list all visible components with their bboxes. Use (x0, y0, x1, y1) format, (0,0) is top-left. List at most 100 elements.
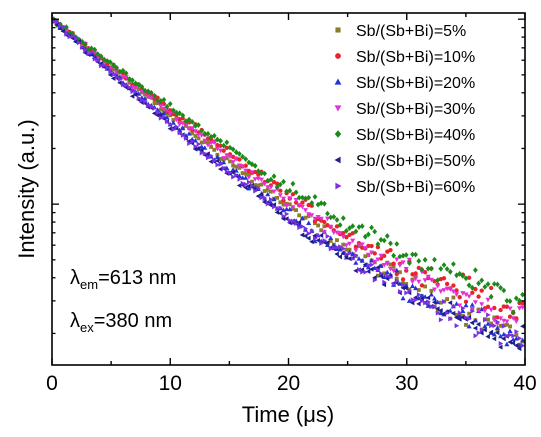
data-point (274, 209, 280, 215)
data-point (296, 219, 302, 225)
data-point (357, 267, 362, 272)
data-point (394, 271, 399, 277)
data-point (328, 238, 333, 243)
data-point (423, 300, 428, 306)
data-point (278, 205, 283, 211)
data-point (117, 68, 123, 75)
data-point (299, 215, 305, 221)
data-point (476, 294, 481, 299)
data-point (488, 307, 494, 313)
data-point (287, 206, 293, 212)
data-point (472, 300, 478, 305)
data-point (426, 299, 431, 305)
data-point (435, 283, 441, 289)
data-point (322, 224, 327, 229)
data-point (319, 228, 324, 233)
data-point (246, 175, 252, 180)
data-point (265, 177, 271, 184)
data-point (498, 323, 503, 328)
data-point (167, 101, 173, 107)
data-point (379, 271, 384, 276)
data-point (413, 285, 419, 291)
data-point (520, 291, 525, 298)
legend-marker (334, 130, 342, 138)
data-point (281, 213, 287, 219)
data-point (277, 193, 283, 198)
data-point (202, 138, 208, 144)
data-point (429, 304, 434, 310)
data-point (120, 75, 126, 80)
data-point (422, 270, 428, 275)
legend-item: Sb/(Sb+Bi)=20% (334, 75, 475, 92)
data-point (196, 141, 202, 147)
data-point (369, 243, 374, 249)
data-point (221, 159, 227, 165)
data-point (58, 23, 63, 29)
data-point (129, 93, 135, 99)
data-point (466, 323, 472, 329)
data-point (438, 289, 444, 294)
data-point (469, 302, 475, 307)
data-point (92, 46, 98, 53)
data-point (249, 170, 255, 175)
data-point (192, 129, 198, 134)
data-point (152, 92, 157, 99)
data-point (400, 295, 406, 301)
data-point (334, 217, 340, 223)
data-point (256, 185, 261, 191)
data-point (121, 82, 126, 88)
data-point (211, 140, 217, 145)
data-point (365, 252, 371, 258)
data-point (353, 252, 359, 258)
data-point (473, 267, 478, 273)
data-point (146, 103, 151, 109)
data-point (202, 151, 208, 157)
data-point (205, 130, 211, 137)
data-point (520, 337, 526, 343)
data-point (410, 283, 415, 288)
data-point (498, 307, 503, 313)
data-point (520, 323, 525, 329)
data-point (281, 202, 286, 207)
data-point (362, 233, 368, 240)
data-point (102, 62, 107, 68)
data-point (208, 133, 214, 140)
data-point (479, 288, 484, 293)
data-point (501, 287, 507, 294)
data-point (240, 164, 246, 169)
data-point (466, 294, 472, 299)
data-point (218, 161, 224, 167)
legend-marker (334, 78, 342, 85)
data-point (344, 228, 349, 234)
data-point (240, 171, 245, 175)
data-point (466, 275, 472, 280)
data-point (215, 136, 220, 143)
data-point (489, 321, 494, 326)
data-point (488, 293, 494, 300)
data-point (215, 162, 220, 168)
data-point (130, 77, 135, 84)
data-point (428, 277, 434, 283)
data-point (309, 239, 314, 245)
data-point (259, 182, 264, 187)
data-point (382, 271, 387, 276)
data-point (143, 99, 148, 105)
data-point (262, 189, 267, 193)
data-point (416, 279, 422, 285)
data-point (252, 177, 258, 182)
data-point (313, 235, 318, 241)
data-point (316, 233, 321, 238)
data-point (394, 267, 400, 273)
data-point (325, 242, 331, 247)
data-point (164, 103, 170, 110)
data-point (281, 196, 286, 202)
data-point (114, 74, 120, 80)
data-point (249, 161, 255, 168)
data-point (133, 89, 139, 95)
data-point (384, 276, 390, 282)
data-point (212, 158, 217, 164)
data-point (416, 301, 421, 307)
data-point (375, 257, 381, 262)
data-point (341, 242, 346, 247)
data-point (205, 143, 211, 148)
